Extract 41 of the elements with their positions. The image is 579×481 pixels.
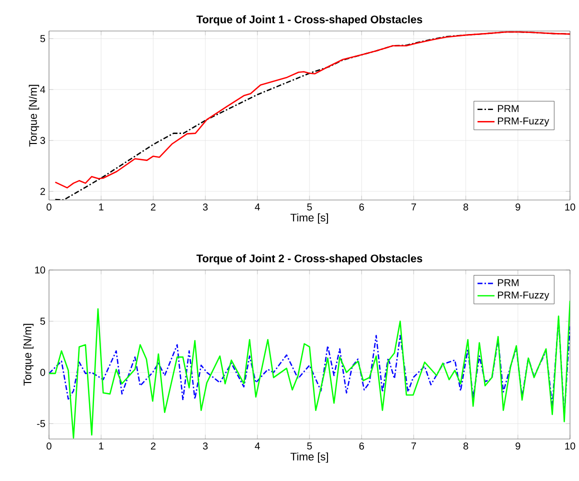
- chart-title: Torque of Joint 2 - Cross-shaped Obstacles: [196, 254, 422, 264]
- legend-label: PRM-Fuzzy: [498, 117, 550, 126]
- x-tick-label: 2: [150, 204, 156, 210]
- y-tick-label: 10: [35, 266, 46, 274]
- x-axis-title: Time [s]: [290, 452, 328, 463]
- x-tick-label: 8: [463, 204, 468, 211]
- x-tick-label: 3: [202, 204, 208, 211]
- y-tick-label: 5: [40, 35, 46, 42]
- x-tick-label: 3: [202, 442, 208, 450]
- x-tick-label: 6: [359, 442, 364, 450]
- y-tick-label: -5: [37, 420, 46, 428]
- y-tick-label: 5: [40, 318, 46, 325]
- x-tick-label: 5: [307, 442, 312, 450]
- line-series: [49, 300, 570, 439]
- x-tick-label: 10: [565, 204, 576, 211]
- x-tick-label: 4: [254, 442, 260, 450]
- y-axis-title: Torque [N/m]: [23, 324, 34, 386]
- x-tick-label: 2: [150, 442, 156, 450]
- x-tick-label: 10: [565, 442, 576, 450]
- x-tick-label: 7: [411, 442, 416, 450]
- x-tick-label: 9: [516, 442, 520, 450]
- x-tick-label: 4: [254, 204, 260, 210]
- x-tick-label: 0: [46, 442, 52, 450]
- chart-title: Torque of Joint 1 - Cross-shaped Obstacles: [196, 15, 422, 26]
- x-tick-label: 9: [516, 204, 520, 211]
- x-tick-label: 6: [359, 204, 364, 211]
- legend-label: PRM: [498, 279, 518, 286]
- legend-label: PRM-Fuzzy: [498, 292, 550, 301]
- x-tick-label: 7: [411, 204, 416, 210]
- x-axis-title: Time [s]: [290, 213, 328, 224]
- legend-label: PRM: [498, 105, 518, 112]
- y-axis-title: Torque [N/m]: [28, 84, 40, 147]
- x-tick-label: 1: [99, 204, 104, 210]
- y-tick-label: 4: [40, 86, 46, 93]
- y-tick-label: 0: [40, 368, 46, 376]
- x-tick-label: 5: [307, 204, 312, 210]
- y-tick-label: 2: [40, 188, 45, 195]
- x-tick-label: 0: [46, 204, 52, 211]
- y-tick-label: 3: [40, 136, 46, 144]
- x-tick-label: 1: [99, 442, 104, 450]
- x-tick-label: 8: [463, 442, 468, 450]
